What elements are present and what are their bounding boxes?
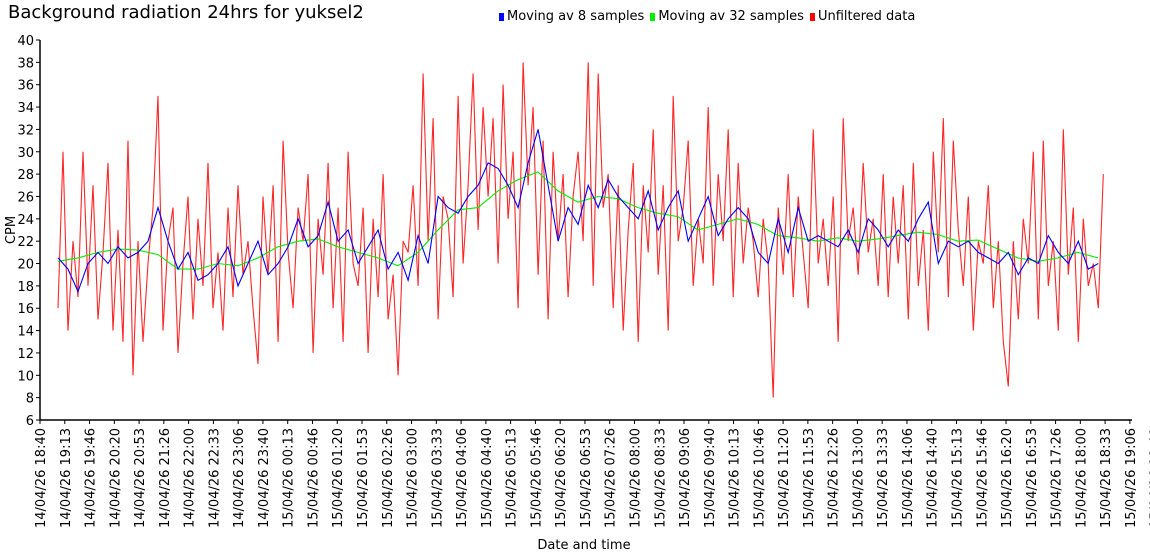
- legend-item-ma32: Moving av 32 samples: [650, 9, 804, 24]
- x-tick-label: 15/04/26 15:13: [950, 428, 965, 528]
- y-tick-label: 10: [17, 369, 34, 384]
- x-tick-label: 15/04/26 10:13: [728, 428, 743, 528]
- x-tick-label: 15/04/26 05:13: [505, 428, 520, 528]
- y-tick-label: 22: [17, 235, 34, 250]
- legend-swatch-ma32: [650, 12, 656, 21]
- y-tick-label: 34: [17, 101, 34, 116]
- x-tick-label: 15/04/26 10:46: [752, 428, 767, 528]
- x-tick-label: 15/04/26 16:20: [1000, 428, 1015, 528]
- legend-label-ma8: Moving av 8 samples: [507, 9, 645, 24]
- y-tick-label: 38: [17, 56, 34, 71]
- x-tick-label: 15/04/26 13:00: [851, 428, 866, 528]
- x-tick-label: 15/04/26 12:26: [827, 428, 842, 528]
- legend-item-unfiltered: Unfiltered data: [809, 9, 916, 24]
- y-tick-label: 14: [17, 325, 34, 340]
- x-tick-label: 15/04/26 08:00: [628, 428, 643, 528]
- x-tick-label: 15/04/26 07:26: [604, 428, 619, 528]
- y-tick-label: 24: [17, 213, 34, 228]
- y-tick-label: 26: [17, 190, 34, 205]
- series-layer: [57, 62, 1104, 398]
- y-axis-label: CPM: [4, 216, 19, 244]
- y-tick-label: 40: [17, 34, 34, 49]
- x-tick-label: 15/04/26 01:53: [356, 428, 371, 528]
- chart-title: Background radiation 24hrs for yuksel2: [8, 2, 364, 23]
- x-tick-label: 14/04/26 23:40: [257, 428, 272, 528]
- x-tick-label: 14/04/26 23:06: [232, 428, 247, 528]
- x-tick-label: 15/04/26 15:46: [975, 428, 990, 528]
- x-tick-label: 15/04/26 19:40: [1149, 428, 1150, 528]
- x-tick-label: 15/04/26 17:26: [1050, 428, 1065, 528]
- series-line-moving-av-32: [57, 171, 1099, 270]
- x-tick-label: 15/04/26 04:40: [480, 428, 495, 528]
- x-tick-label: 15/04/26 09:40: [703, 428, 718, 528]
- x-tick-label: 15/04/26 18:33: [1099, 428, 1114, 528]
- x-tick-label: 15/04/26 08:33: [653, 428, 668, 528]
- x-tick-label: 15/04/26 04:06: [455, 428, 470, 528]
- series-line-unfiltered: [57, 62, 1104, 398]
- x-tick-label: 14/04/26 21:26: [158, 428, 173, 528]
- x-tick-label: 15/04/26 03:33: [430, 428, 445, 528]
- legend-item-ma8: Moving av 8 samples: [499, 9, 644, 24]
- x-tick-label: 14/04/26 22:33: [207, 428, 222, 528]
- series-line-moving-av-8: [57, 129, 1099, 293]
- x-tick-label: 15/04/26 16:53: [1025, 428, 1040, 528]
- y-tick-label: 36: [17, 79, 34, 94]
- x-tick-label: 15/04/26 01:20: [331, 428, 346, 528]
- y-tick-label: 8: [26, 392, 34, 407]
- legend-swatch-unfiltered: [809, 12, 815, 21]
- y-tick-label: 30: [17, 146, 34, 161]
- x-tick-label: 15/04/26 06:20: [554, 428, 569, 528]
- y-tick-label: 16: [17, 302, 34, 317]
- x-tick-label: 15/04/26 19:06: [1124, 428, 1139, 528]
- y-tick-label: 12: [17, 347, 34, 362]
- y-tick-label: 32: [17, 123, 34, 138]
- x-tick-label: 15/04/26 14:40: [926, 428, 941, 528]
- x-tick-label: 15/04/26 02:26: [381, 428, 396, 528]
- x-tick-label: 15/04/26 13:33: [876, 428, 891, 528]
- legend-swatch-ma8: [499, 12, 504, 21]
- legend: Moving av 8 samples Moving av 32 samples…: [499, 9, 915, 24]
- x-tick-label: 14/04/26 20:20: [108, 428, 123, 528]
- x-tick-label: 15/04/26 09:06: [678, 428, 693, 528]
- y-tick-label: 28: [17, 168, 34, 183]
- y-tick-label: 20: [17, 258, 34, 273]
- x-axis-label: Date and time: [537, 538, 630, 553]
- x-tick-label: 15/04/26 11:20: [777, 428, 792, 528]
- x-tick-label: 15/04/26 03:00: [406, 428, 421, 528]
- x-tick-label: 15/04/26 18:00: [1074, 428, 1089, 528]
- x-tick-label: 14/04/26 19:46: [84, 428, 99, 528]
- x-tick-label: 15/04/26 14:06: [901, 428, 916, 528]
- x-tick-label: 14/04/26 20:53: [133, 428, 148, 528]
- x-tick-label: 15/04/26 00:13: [282, 428, 297, 528]
- x-tick-label: 15/04/26 05:46: [529, 428, 544, 528]
- legend-label-ma32: Moving av 32 samples: [658, 9, 804, 24]
- x-tick-label: 14/04/26 19:13: [59, 428, 74, 528]
- x-tick-label: 15/04/26 06:53: [579, 428, 594, 528]
- y-tick-label: 18: [17, 280, 34, 295]
- x-tick-label: 15/04/26 11:53: [802, 428, 817, 528]
- y-tick-label: 6: [26, 414, 34, 429]
- x-tick-label: 14/04/26 18:40: [34, 428, 49, 528]
- legend-label-unfiltered: Unfiltered data: [817, 9, 916, 24]
- axis-layer: 6 8 10 12 14 16 18 20 22 24 26 28 30 32 34 36 38 40 14/04/…: [17, 34, 1150, 528]
- x-tick-label: 14/04/26 22:00: [183, 428, 198, 528]
- x-tick-label: 15/04/26 00:46: [306, 428, 321, 528]
